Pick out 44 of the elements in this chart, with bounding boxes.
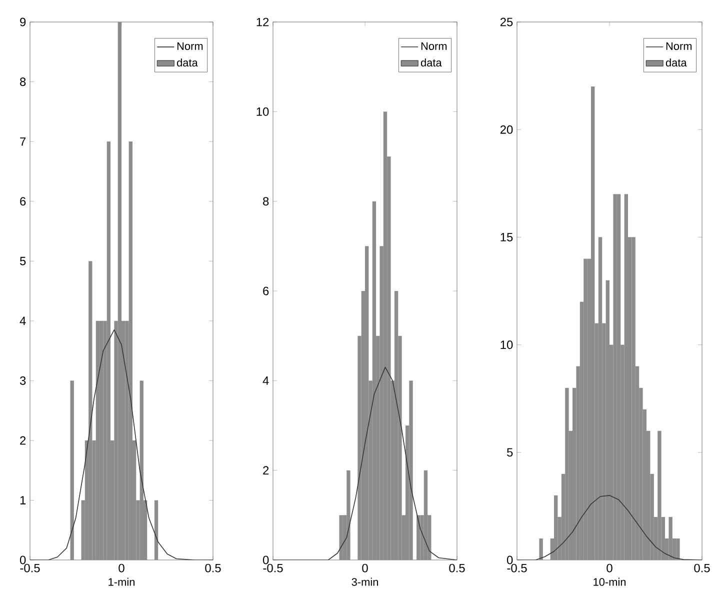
y-tick-label: 8: [20, 78, 26, 86]
line-series: [517, 495, 702, 560]
x-tick-label: 0.5: [449, 564, 465, 572]
x-tick-label: 0: [118, 564, 124, 572]
legend-label: Norm: [666, 42, 692, 50]
y-tick-label: 4: [20, 316, 26, 325]
legend-label: data: [666, 58, 687, 67]
legend-label: Norm: [421, 42, 447, 50]
y-tick-label: 7: [20, 137, 26, 146]
y-tick-label: 5: [506, 448, 513, 457]
x-tick-label: -0.5: [263, 564, 283, 572]
legend-label: Norm: [177, 42, 203, 50]
legend-label: data: [176, 58, 198, 67]
x-axis-title: 3-min: [352, 578, 378, 586]
y-tick-label: 20: [500, 125, 513, 134]
y-tick-label: 2: [20, 436, 26, 445]
line-series: [30, 329, 214, 560]
x-axis-title: 1-min: [108, 578, 134, 586]
y-tick-label: 8: [263, 197, 269, 206]
x-tick-label: 0: [606, 564, 612, 572]
y-tick-label: 10: [500, 340, 513, 350]
y-tick-label: 25: [500, 18, 513, 26]
y-tick-label: 0: [20, 556, 26, 564]
x-tick-label: 0.5: [694, 564, 710, 572]
y-tick-label: 0: [262, 556, 269, 564]
y-tick-label: 9: [20, 18, 26, 26]
y-tick-label: 5: [20, 256, 26, 266]
y-tick-label: 6: [263, 286, 269, 296]
x-tick-label: 0.5: [205, 564, 221, 572]
x-axis-title: 10-min: [594, 578, 626, 586]
y-tick-label: 15: [500, 233, 513, 242]
y-tick-label: 0: [506, 556, 513, 564]
x-tick-label: 0: [362, 564, 368, 572]
y-tick-label: 3: [20, 376, 26, 385]
y-tick-label: 10: [256, 107, 269, 116]
y-tick-label: 6: [20, 197, 26, 206]
line-series: [273, 366, 458, 560]
x-tick-label: -0.5: [507, 564, 527, 572]
legend-label: data: [420, 58, 442, 67]
y-tick-label: 1: [20, 496, 26, 504]
y-tick-label: 4: [262, 376, 269, 385]
x-tick-label: -0.5: [20, 564, 40, 572]
y-tick-label: 2: [263, 466, 269, 474]
y-tick-label: 12: [256, 18, 269, 26]
